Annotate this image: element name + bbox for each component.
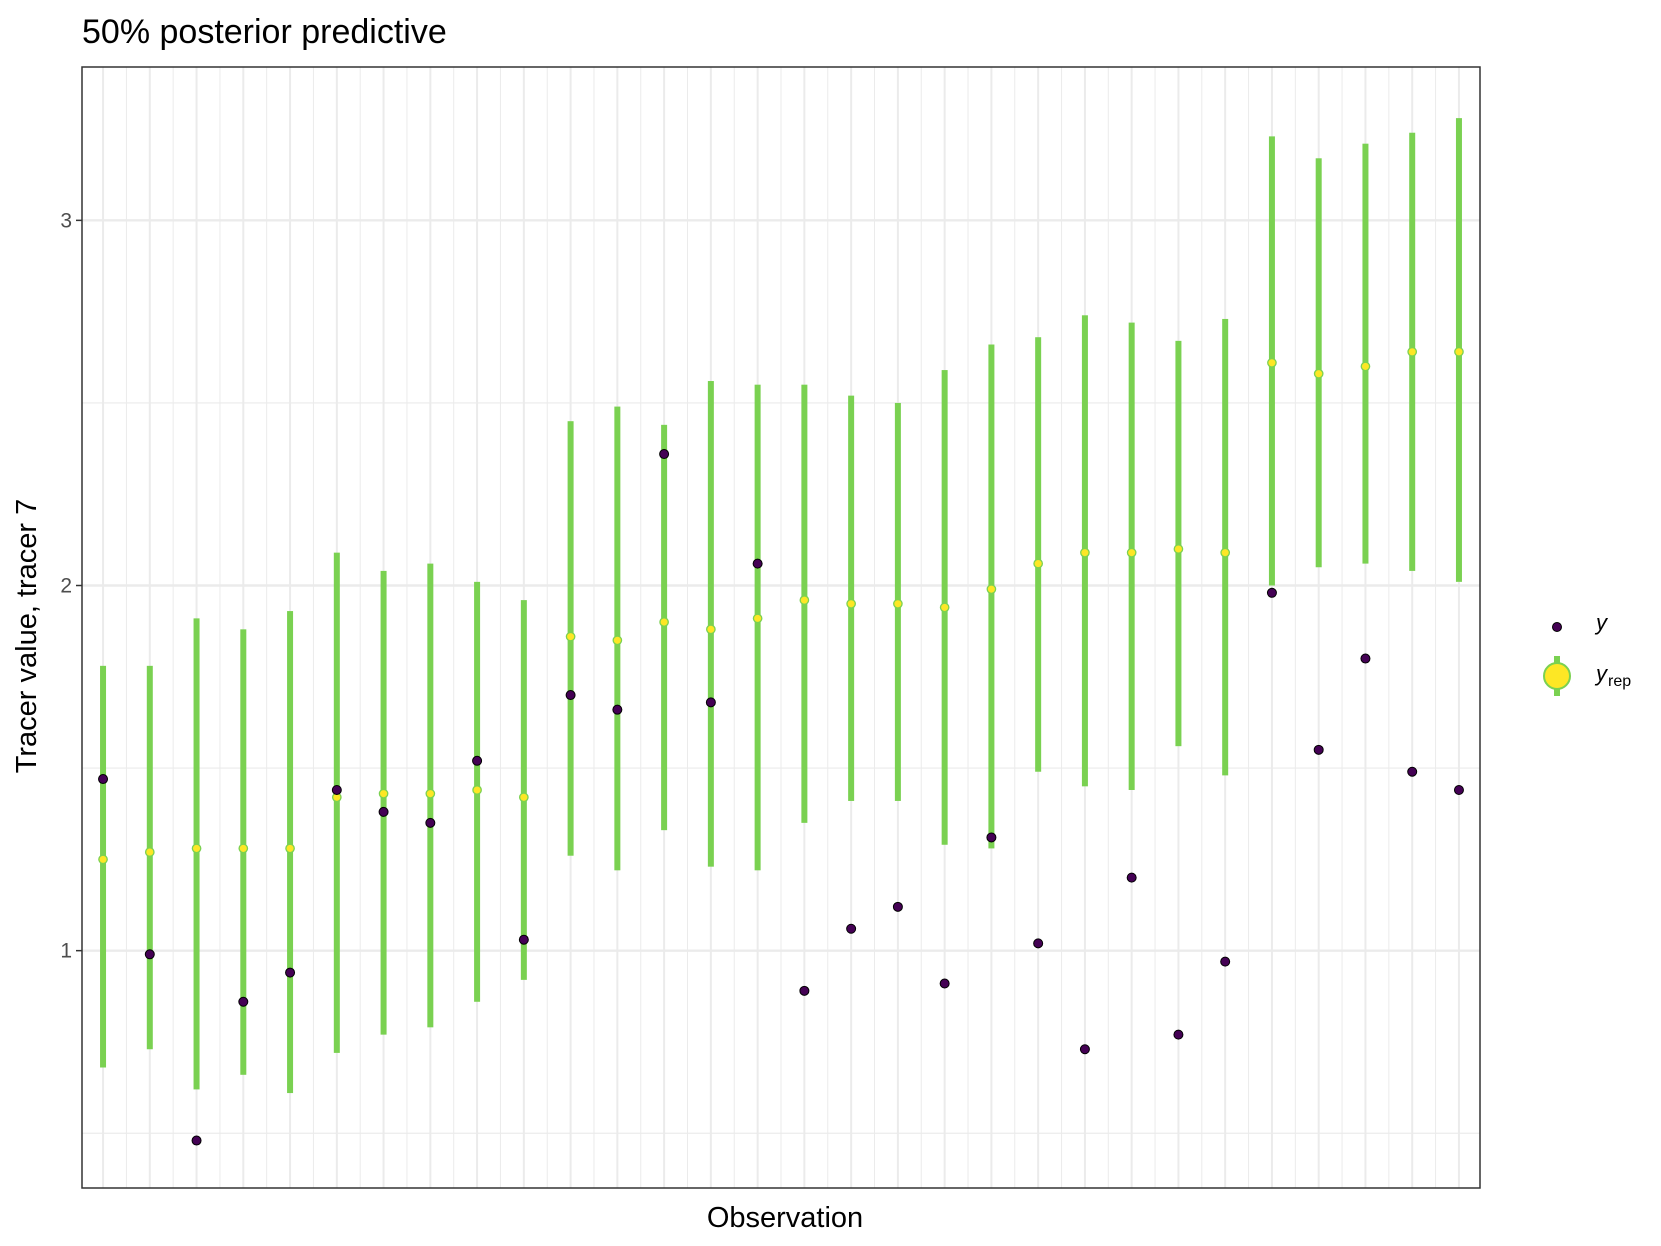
y-point [238,996,249,1007]
y-point [144,949,155,960]
yrep-interval-bar [333,552,340,1053]
y-point [378,806,389,817]
yrep-point [1267,357,1277,368]
yrep-point [144,847,155,857]
y-point [1173,1029,1184,1040]
yrep-point [565,631,576,642]
y-point [425,817,436,828]
y-point [705,697,716,708]
legend-label-yrep: yrep [1594,661,1631,690]
y-point [472,755,483,766]
y-tick-label: 2 [60,575,72,598]
y-point [1313,744,1324,755]
yrep-point [425,788,436,799]
yrep-interval-bar [146,665,153,1050]
yrep-interval-bar [848,395,855,801]
y-point [191,1135,202,1146]
yrep-point [1126,547,1137,558]
yrep-point [706,624,716,635]
yrep-point [1454,346,1464,357]
y-axis-ticks: 1 2 3 [60,209,82,963]
yrep-point [1033,558,1044,569]
y-tick-label: 1 [60,940,72,963]
yrep-interval-bar [661,424,668,831]
y-point [939,978,950,989]
yrep-point [1407,346,1418,357]
yrep-interval-bar [520,600,527,980]
chart-title: 50% posterior predictive [82,13,447,51]
y-point [565,690,576,701]
panel-border [81,66,1481,1189]
yrep-point [986,584,997,595]
yrep-interval-bar [707,381,714,867]
yrep-interval-bar [380,570,387,1035]
y-point [1079,1044,1090,1055]
yrep-point [518,792,529,803]
y-point [285,967,296,978]
yrep-point [659,617,669,627]
y-point [1360,653,1371,664]
yrep-interval-bar [1315,158,1322,568]
yrep-interval-bar [1035,337,1042,772]
x-axis-title: Observation [707,1202,863,1234]
y-tick-label: 3 [60,209,72,232]
yrep-point [612,635,623,646]
yrep-point [799,595,810,605]
y-point [1453,784,1464,795]
points [98,346,1464,1146]
y-axis-title: Tracer value, tracer 7 [11,499,43,774]
yrep-interval-bar [1175,340,1182,747]
yrep-point [752,613,763,624]
yrep-point [846,598,856,609]
grid-lines [82,67,1480,1188]
yrep-point [472,785,482,795]
y-point [1220,956,1231,967]
yrep-interval-bar [1362,143,1369,564]
y-point [892,901,903,912]
yrep-point [378,788,389,799]
yrep-point [1360,361,1371,372]
yrep-point [939,602,950,613]
y-point [659,449,670,460]
y-point [846,923,857,934]
yrep-point [1313,368,1324,379]
y-point [1266,587,1277,598]
yrep-point [98,854,108,865]
y-point [752,558,763,569]
legend-key-y [1552,622,1562,632]
legend-label-yrep-sub: rep [1608,673,1631,690]
yrep-interval-bar [1222,318,1229,776]
legend-label-y: y [1594,610,1609,635]
yrep-point [1173,544,1184,554]
yrep-point [1220,547,1231,558]
y-point [331,784,342,795]
y-point [986,832,997,843]
yrep-point [893,598,903,609]
yrep-point [191,843,202,854]
yrep-point [285,843,295,854]
yrep-interval-bar [988,344,995,849]
yrep-interval-bar [100,665,107,1068]
y-point [1407,766,1418,777]
y-point [1033,938,1044,949]
legend: y yrep [1543,610,1631,696]
yrep-point [238,843,249,854]
y-point [98,774,109,785]
y-point [612,704,623,715]
legend-label-yrep-main: y [1594,661,1609,686]
y-point [1126,872,1137,883]
legend-key-yrep-point [1543,662,1571,690]
y-point [518,934,529,945]
yrep-interval-bar [754,384,761,871]
yrep-point [1080,547,1090,558]
y-point [799,985,810,996]
yrep-interval-bar [193,618,200,1090]
